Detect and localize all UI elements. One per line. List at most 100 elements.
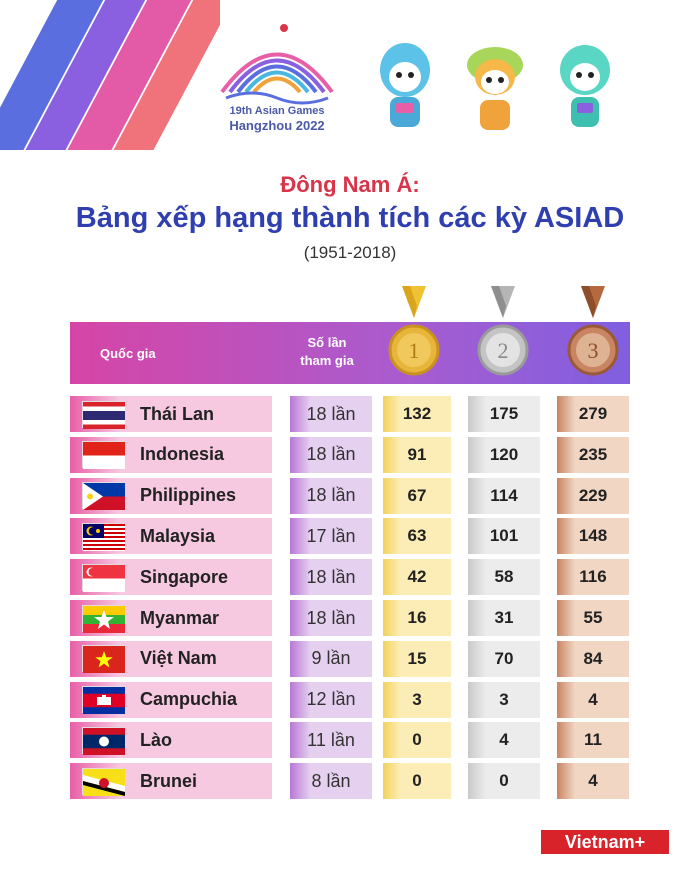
silver-cell: 0 xyxy=(468,763,540,800)
bronze-cell: 84 xyxy=(557,640,629,677)
header-participations-line2: tham gia xyxy=(300,353,354,368)
bronze-value: 4 xyxy=(588,689,598,709)
participations-value: 18 lần xyxy=(306,607,356,628)
silver-value: 101 xyxy=(489,526,519,546)
table-row: Lào 11 lần 0 4 11 xyxy=(0,722,700,759)
country-name: Brunei xyxy=(140,770,198,791)
participations-cell: 8 lần xyxy=(290,763,372,800)
silver-value: 0 xyxy=(499,771,509,791)
silver-value: 3 xyxy=(499,689,509,709)
flag-myanmar-icon xyxy=(82,604,125,633)
participations-cell: 11 lần xyxy=(290,722,372,759)
gold-value: 0 xyxy=(412,771,422,791)
mascot-green xyxy=(560,45,610,127)
flag-indonesia-icon xyxy=(82,441,125,470)
participations-cell: 12 lần xyxy=(290,681,372,718)
bronze-value: 11 xyxy=(584,730,602,750)
bronze-cell: 279 xyxy=(557,396,629,432)
table-row: Philippines 18 lần 67 114 229 xyxy=(0,477,700,514)
silver-cell: 58 xyxy=(468,559,540,596)
bronze-value: 4 xyxy=(588,771,598,791)
gold-value: 0 xyxy=(412,730,422,750)
bronze-value: 116 xyxy=(579,567,607,587)
table-row: Malaysia 17 lần 63 101 148 xyxy=(0,518,700,555)
flag-thailand-icon xyxy=(82,400,125,429)
silver-cell: 3 xyxy=(468,681,540,718)
bronze-value: 229 xyxy=(578,485,608,505)
country-cell: Indonesia xyxy=(70,436,272,473)
bronze-cell: 229 xyxy=(557,477,629,514)
gold-value: 63 xyxy=(407,526,427,546)
country-cell: Thái Lan xyxy=(70,396,272,432)
country-cell: Philippines xyxy=(70,477,272,514)
participations-value: 18 lần xyxy=(306,403,356,424)
bronze-cell: 148 xyxy=(557,518,629,555)
participations-cell: 18 lần xyxy=(290,477,372,514)
header-participations: Số lần tham gia xyxy=(285,334,369,370)
gold-cell: 91 xyxy=(383,436,451,473)
country-cell: Brunei xyxy=(70,763,272,800)
logo-line1: 19th Asian Games xyxy=(229,105,325,117)
table-row: Campuchia 12 lần 3 3 4 xyxy=(0,681,700,718)
participations-cell: 18 lần xyxy=(290,559,372,596)
participations-value: 17 lần xyxy=(306,525,356,546)
bronze-cell: 4 xyxy=(557,763,629,800)
header-participations-line1: Số lần xyxy=(307,335,347,350)
country-cell: Myanmar xyxy=(70,600,272,636)
gold-cell: 42 xyxy=(383,559,451,596)
country-name: Thái Lan xyxy=(140,403,215,424)
bronze-value: 279 xyxy=(578,404,608,423)
silver-value: 70 xyxy=(494,648,514,668)
table-row: Thái Lan 18 lần 132 175 279 xyxy=(0,396,700,432)
bronze-medal-icon: 3 xyxy=(563,286,623,382)
bronze-cell: 116 xyxy=(557,559,629,596)
flag-vietnam-icon xyxy=(82,645,125,674)
gold-cell: 16 xyxy=(383,600,451,636)
title-region: Đông Nam Á: xyxy=(280,172,420,197)
silver-cell: 114 xyxy=(468,477,540,514)
silver-value: 114 xyxy=(490,485,518,505)
decorative-stripes xyxy=(0,0,220,150)
country-cell: Việt Nam xyxy=(70,640,272,677)
gold-cell: 132 xyxy=(383,396,451,432)
silver-cell: 4 xyxy=(468,722,540,759)
mascot-blue xyxy=(380,43,430,127)
bronze-value: 55 xyxy=(583,608,603,627)
mascots-illustration xyxy=(380,43,610,130)
table-row: Việt Nam 9 lần 15 70 84 xyxy=(0,640,700,677)
mascot-yellow xyxy=(467,47,523,130)
participations-value: 12 lần xyxy=(306,689,356,710)
table-row: Singapore 18 lần 42 58 116 xyxy=(0,559,700,596)
flag-cambodia-icon xyxy=(82,686,125,715)
silver-cell: 31 xyxy=(468,600,540,636)
gold-cell: 15 xyxy=(383,640,451,677)
country-name: Myanmar xyxy=(140,607,220,628)
bronze-cell: 4 xyxy=(557,681,629,718)
table-header-band xyxy=(70,322,630,384)
country-cell: Singapore xyxy=(70,559,272,596)
silver-value: 31 xyxy=(494,608,514,627)
gold-cell: 3 xyxy=(383,681,451,718)
gold-cell: 67 xyxy=(383,477,451,514)
participations-cell: 18 lần xyxy=(290,600,372,636)
header-country: Quốc gia xyxy=(100,346,156,361)
country-name: Malaysia xyxy=(140,525,216,546)
table-row: Brunei 8 lần 0 0 4 xyxy=(0,763,700,800)
participations-value: 18 lần xyxy=(306,485,356,506)
silver-cell: 70 xyxy=(468,640,540,677)
bronze-medal-number: 3 xyxy=(588,338,599,363)
gold-medal-icon: 1 xyxy=(384,286,444,382)
bronze-cell: 235 xyxy=(557,436,629,473)
flag-singapore-icon xyxy=(82,563,125,592)
bronze-cell: 11 xyxy=(557,722,629,759)
gold-value: 42 xyxy=(407,567,427,587)
silver-value: 58 xyxy=(494,567,514,587)
participations-value: 9 lần xyxy=(311,648,351,669)
asian-games-logo: 19th Asian Games Hangzhou 2022 xyxy=(212,22,342,140)
gold-value: 3 xyxy=(412,689,422,709)
logo-emblem-icon xyxy=(220,24,334,105)
flag-malaysia-icon xyxy=(82,522,125,551)
silver-cell: 175 xyxy=(468,396,540,432)
gold-cell: 63 xyxy=(383,518,451,555)
gold-cell: 0 xyxy=(383,763,451,800)
